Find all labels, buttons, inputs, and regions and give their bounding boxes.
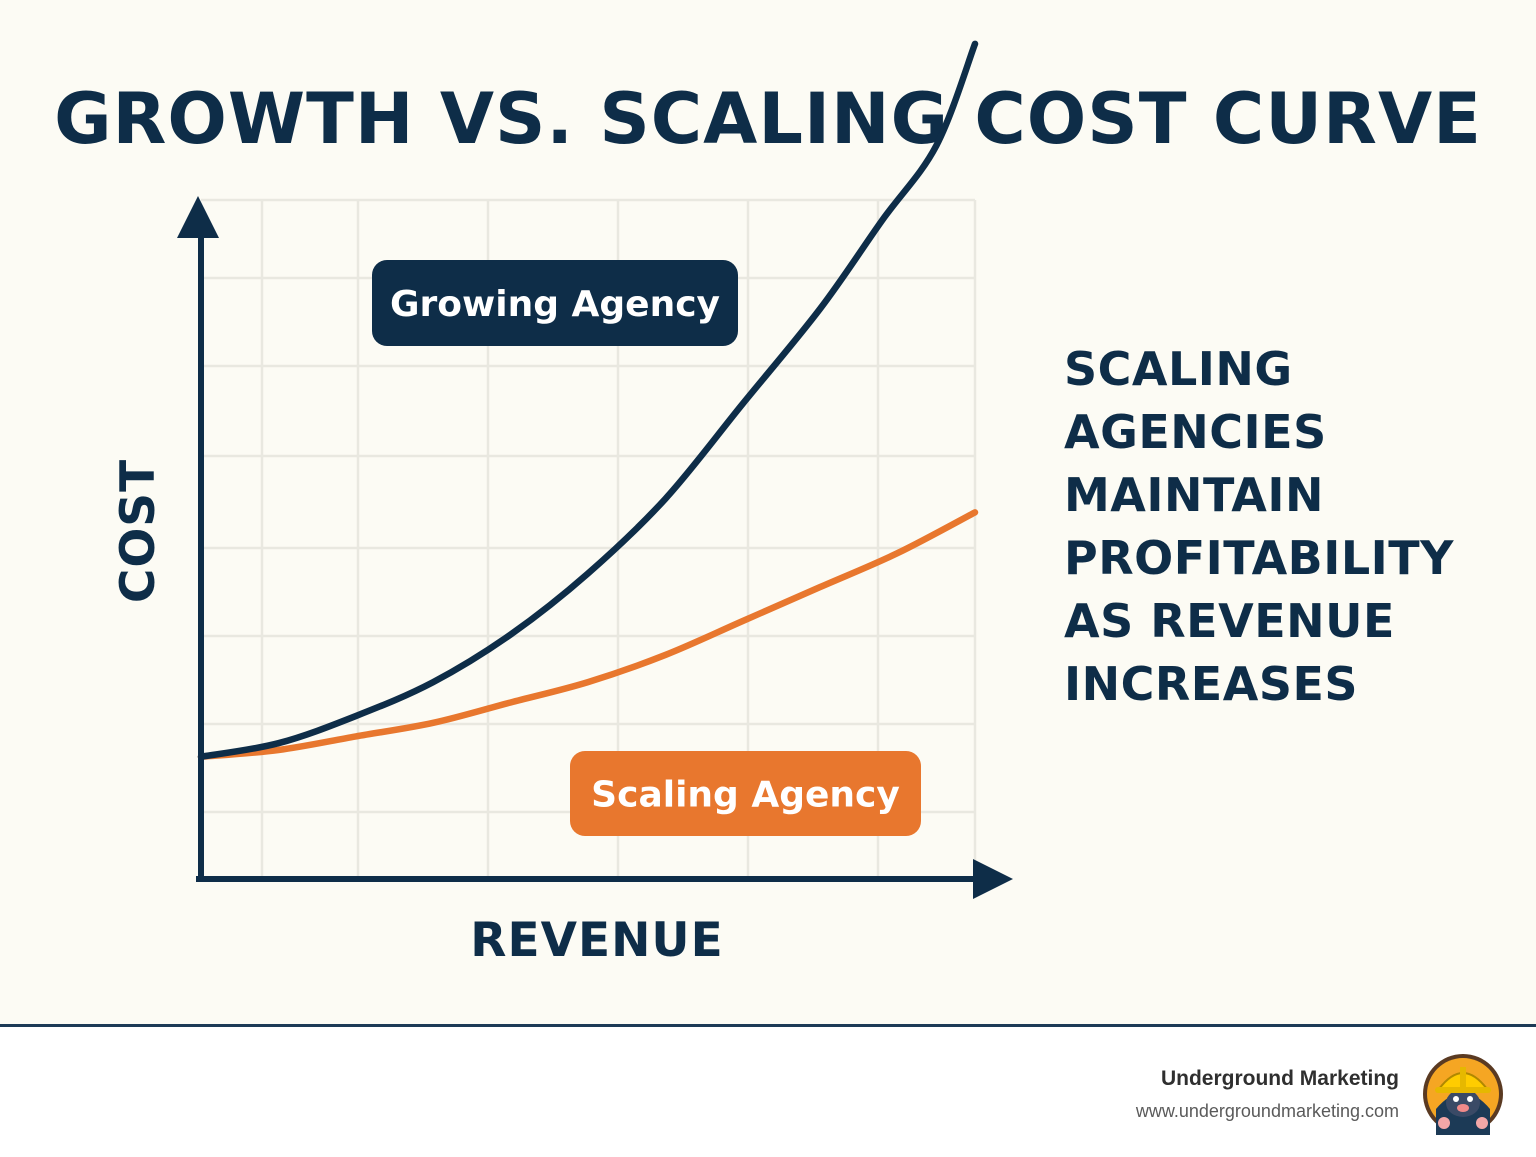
- legend-label-growing-agency: Growing Agency: [390, 284, 720, 325]
- sidebar-line: INCREASES: [1064, 657, 1358, 711]
- sidebar-line: PROFITABILITY: [1064, 531, 1454, 585]
- footer: Underground Marketing www.undergroundmar…: [0, 1024, 1536, 1157]
- label-box-growing-agency: [372, 260, 738, 346]
- legend-label-scaling-agency: Scaling Agency: [591, 775, 900, 816]
- y-axis-arrow-icon: [177, 196, 219, 238]
- sidebar-line: SCALING: [1064, 342, 1293, 396]
- label-box-scaling-agency: [570, 751, 921, 836]
- x-axis-label: REVENUE: [470, 913, 723, 968]
- mole-mascot-icon: [1423, 1054, 1503, 1135]
- sidebar-line: AS REVENUE: [1064, 594, 1395, 648]
- series-layer: [197, 40, 979, 761]
- sidebar-line: MAINTAIN: [1064, 468, 1325, 522]
- brand-url[interactable]: www.undergroundmarketing.com: [1135, 1101, 1399, 1121]
- sidebar-line: AGENCIES: [1064, 405, 1327, 459]
- x-axis-arrow-icon: [973, 859, 1013, 899]
- brand-name: Underground Marketing: [1160, 1067, 1399, 1090]
- series-labels: Growing Agency Scaling Agency: [372, 260, 921, 836]
- series-line-scaling-agency: [197, 509, 979, 761]
- series-line-growing-agency: [197, 40, 979, 761]
- y-axis-label: COST: [111, 459, 166, 603]
- sidebar-text: SCALING AGENCIES MAINTAIN PROFITABILITY …: [1064, 338, 1504, 716]
- chart-axes: [177, 196, 1013, 899]
- cost-curve-chart: Growing Agency Scaling Agency REVENUE COS…: [111, 40, 1013, 968]
- page-title: GROWTH VS. SCALING COST CURVE: [54, 78, 1482, 160]
